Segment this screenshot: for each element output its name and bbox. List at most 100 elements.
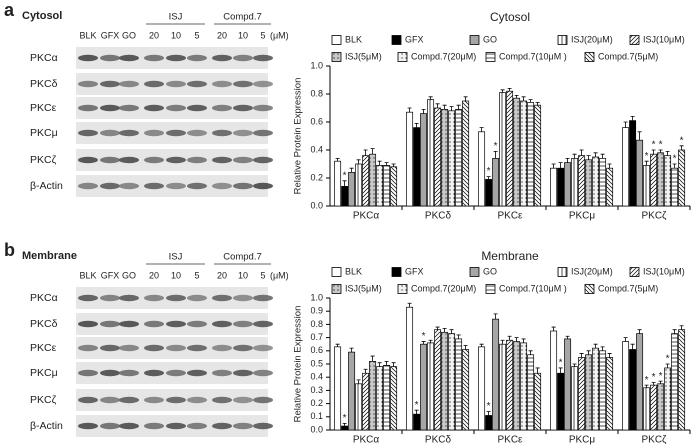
error-bar — [607, 163, 612, 169]
compartment-label: Cytosol — [22, 10, 62, 22]
bar — [434, 107, 442, 207]
bar — [622, 341, 630, 431]
y-tick-label: 1.0 — [310, 60, 323, 70]
significance-mark: * — [652, 372, 656, 383]
blot-band — [100, 129, 120, 137]
bar — [571, 366, 579, 431]
blot-band — [233, 369, 253, 377]
blot-band — [144, 294, 164, 302]
blot-band — [119, 54, 139, 62]
bar — [448, 333, 456, 431]
chart-title: Membrane — [481, 249, 539, 263]
y-tick-label: 0.8 — [310, 88, 323, 98]
blot-band — [166, 182, 186, 190]
significance-mark: * — [487, 401, 491, 412]
error-bar — [356, 159, 361, 164]
blot-band — [187, 344, 207, 352]
blot-band — [78, 156, 98, 164]
significance-mark: * — [645, 375, 649, 386]
bar — [406, 306, 414, 431]
blot-band — [187, 422, 207, 430]
x-tick-label: PKCμ — [569, 435, 596, 446]
blot-band — [212, 156, 232, 164]
error-bar — [428, 339, 433, 343]
blot-band — [100, 422, 120, 430]
bar — [564, 162, 572, 207]
significance-mark: * — [659, 371, 663, 382]
panel-letter: b — [4, 240, 15, 260]
blot-band — [253, 104, 273, 112]
bar — [550, 330, 558, 431]
legend-swatch — [469, 267, 480, 277]
error-bar — [644, 384, 649, 388]
lane-label: 5 — [260, 30, 265, 40]
bar — [513, 97, 521, 207]
blot-band — [212, 80, 232, 88]
blot-band — [144, 422, 164, 430]
bar — [348, 172, 356, 207]
blot-band — [144, 54, 164, 62]
blot-row-label: PKCε — [30, 102, 57, 114]
blot-band — [187, 129, 207, 137]
error-bar — [521, 96, 526, 101]
error-bar — [377, 362, 382, 367]
blot-band — [78, 320, 98, 328]
lane-label: 5 — [194, 30, 199, 40]
lane-label: 10 — [238, 30, 248, 40]
y-tick-label: 0.3 — [310, 385, 323, 395]
group-label: ISJ — [169, 12, 183, 23]
blot-band — [253, 156, 273, 164]
blot-band — [100, 396, 120, 404]
blot-row-label: PKCμ — [30, 127, 58, 139]
y-tick-label: 0.6 — [310, 116, 323, 126]
bar — [341, 186, 349, 207]
blot-band — [119, 104, 139, 112]
bar — [499, 92, 507, 207]
blot-band — [253, 54, 273, 62]
legend-swatch — [331, 284, 342, 294]
error-bar — [593, 152, 598, 157]
bar — [376, 366, 384, 431]
blot-band — [187, 80, 207, 88]
significance-mark: * — [343, 413, 347, 424]
bar — [678, 329, 686, 431]
x-tick-label: PKCα — [353, 211, 380, 222]
x-tick-label: PKCε — [497, 435, 523, 446]
significance-mark: * — [680, 135, 684, 146]
bar — [362, 372, 370, 431]
blot-band — [119, 156, 139, 164]
error-bar — [528, 99, 533, 103]
legend-label: ISJ(5μM) — [345, 283, 382, 293]
significance-mark: * — [645, 151, 649, 162]
bar — [578, 357, 586, 431]
bar — [629, 120, 637, 207]
bar — [506, 90, 514, 207]
bar — [650, 153, 658, 207]
y-tick-label: 0.0 — [310, 200, 323, 210]
error-bar — [665, 151, 670, 156]
bar — [369, 361, 377, 431]
lane-label: 20 — [149, 30, 159, 40]
error-bar — [514, 337, 519, 342]
significance-mark: * — [343, 170, 347, 181]
blot-band — [233, 129, 253, 137]
bar — [499, 343, 507, 431]
error-bar — [384, 360, 389, 366]
blot-band — [212, 396, 232, 404]
error-bar — [349, 347, 354, 353]
legend-swatch — [331, 52, 342, 62]
error-bar — [414, 409, 419, 415]
bar — [462, 100, 470, 207]
error-bar — [421, 341, 426, 345]
error-bar — [486, 411, 491, 416]
bar — [520, 100, 528, 207]
significance-mark: * — [673, 154, 677, 165]
legend-swatch — [391, 267, 402, 277]
blot-band — [253, 396, 273, 404]
lane-label: 20 — [149, 270, 159, 280]
blot-band — [187, 156, 207, 164]
lane-label: 10 — [238, 270, 248, 280]
bar — [534, 104, 542, 207]
legend-swatch — [397, 52, 408, 62]
error-bar — [600, 346, 605, 351]
